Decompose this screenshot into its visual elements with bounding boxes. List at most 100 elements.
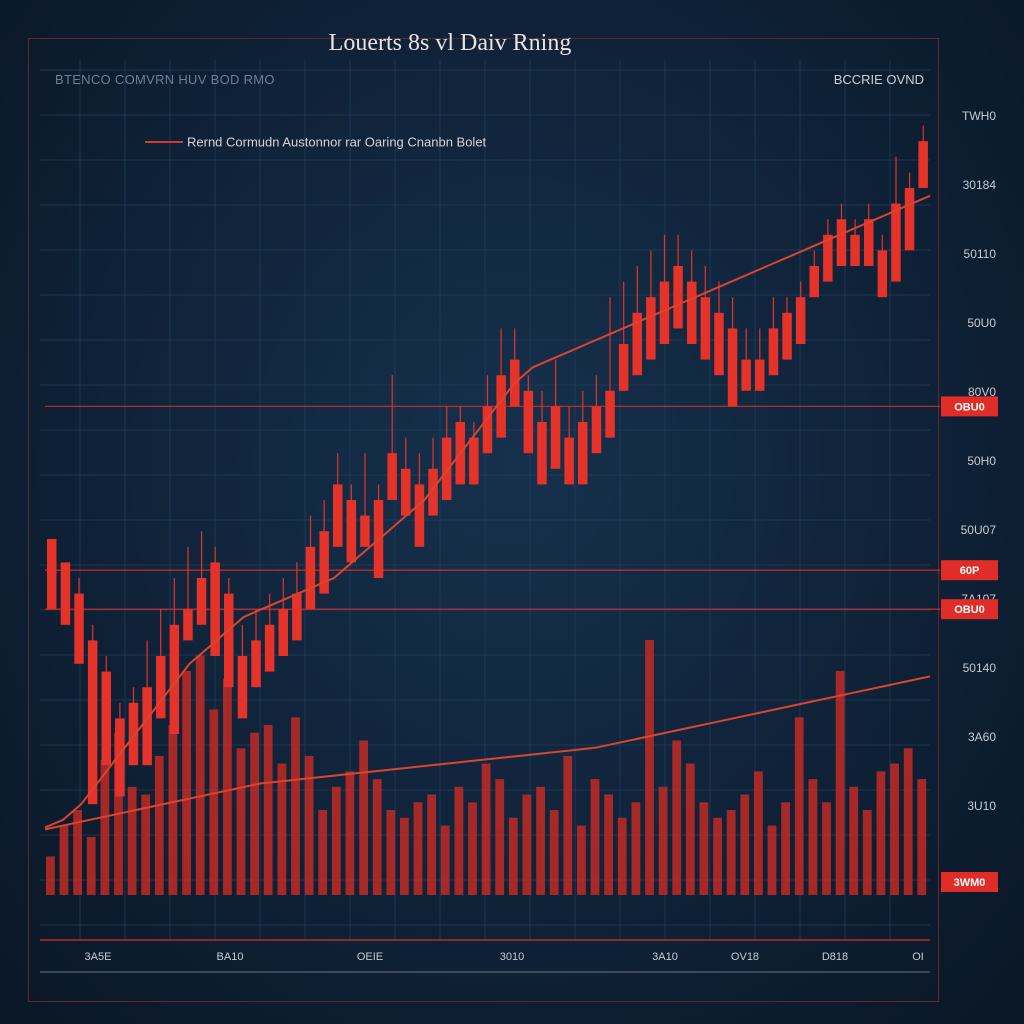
candle-body [414,484,425,547]
candle-body [482,406,493,454]
x-axis-label: BA10 [217,951,244,963]
chart-title: Louerts 8s vl Daiv Rning [328,30,572,56]
volume-bar [100,759,110,895]
volume-bar [862,810,872,895]
candle-body [673,266,683,329]
moving-average-line [44,194,931,829]
moving-average-line [44,194,931,829]
volume-bar [508,817,518,895]
candle-body [360,515,370,547]
volume-bar [182,670,191,895]
candle-body [60,562,71,625]
volume-bar [740,794,750,895]
volume-bar [481,763,491,895]
volume-average-line [44,675,931,831]
volume-bar [577,825,586,895]
candle-body [891,203,901,282]
candle-body [714,312,724,376]
candle-body [741,359,751,391]
volume-bar [767,825,777,895]
candle-body [237,656,248,719]
price-tag [941,872,998,892]
volume-bar [604,794,613,895]
volume-bar [318,810,328,895]
volume-bar [223,678,232,895]
volume-bar [890,763,899,895]
candle-body [196,578,207,625]
candle-body [183,609,193,641]
y-axis-label: 50H0 [967,454,996,468]
volume-bar [304,755,314,895]
candle-body [496,375,506,438]
candle-body [700,297,711,360]
candle-body [251,640,261,688]
volume-bar [427,794,436,895]
volume-bar [808,779,818,895]
x-axis-label: 3A5E [85,951,112,963]
candle-body [278,609,288,656]
price-tag [941,599,998,620]
price-tag [941,560,998,581]
legend-line-swatch [145,140,183,143]
volume-bar [794,717,804,895]
candle-body [550,406,561,469]
price-tag-label: 3WM0 [954,877,986,889]
x-axis-label: 3A10 [652,951,678,963]
price-tag-label: 60P [960,565,980,577]
y-axis-label: 3A60 [968,730,996,744]
candle-body [441,437,452,500]
candle-body [768,328,779,376]
candle-body [264,624,275,672]
legend-label: Rernd Cormudn Austonnor rar Oaring Cnanb… [187,134,487,150]
volume-bar [617,817,627,895]
y-axis-label: TWH0 [962,109,996,123]
candle-body [836,219,847,266]
volume-bar [277,763,287,895]
volume-bar [822,802,831,895]
volume-bar [917,779,927,895]
volume-bar [59,825,69,895]
volume-bar [331,786,341,895]
volume-bar [849,786,859,895]
candle-body [564,437,574,485]
y-axis-label: 50140 [963,661,997,675]
candle-body [305,546,316,610]
chart-subtitle-right: BCCRIE OVND [833,72,924,87]
candle-body [74,593,84,664]
candle-body [809,266,819,298]
volume-bar [345,771,355,895]
volume-bar [631,802,641,895]
candle-body [319,531,329,594]
y-axis-label: 80V0 [968,385,996,399]
volume-bar [685,763,695,895]
candle-body [401,468,411,516]
chart-subtitle-left: BTENCO COMVRN HUV BOD RMO [55,72,275,87]
x-axis-label: OI [912,951,924,963]
volume-bar [440,825,450,895]
legend: Rernd Cormudn Austonnor rar Oaring Cnanb… [145,133,486,151]
volume-bar [386,810,396,895]
candle-body [782,312,792,360]
volume-bar [413,802,423,895]
volume-bar [291,717,300,895]
candle-body [618,344,629,391]
volume-bar [672,740,682,895]
candle-body [537,422,547,485]
volume-bar [86,837,96,895]
candle-body [632,312,642,376]
volume-bar [645,640,654,895]
volume-bar [263,725,273,895]
candles [47,125,928,805]
y-axis-label: 30184 [963,178,997,192]
volume-bar [699,802,709,895]
y-axis-label: 50110 [964,247,997,261]
y-axis-label: 50U0 [967,316,996,330]
candle-body [224,593,234,688]
candle-body [755,359,765,391]
volume-bar [454,786,464,895]
price-tag-label: OBU0 [954,604,985,616]
candle-body [115,718,125,797]
candle-body [850,234,860,266]
volume-bar [590,779,600,895]
candle-body [659,281,670,344]
